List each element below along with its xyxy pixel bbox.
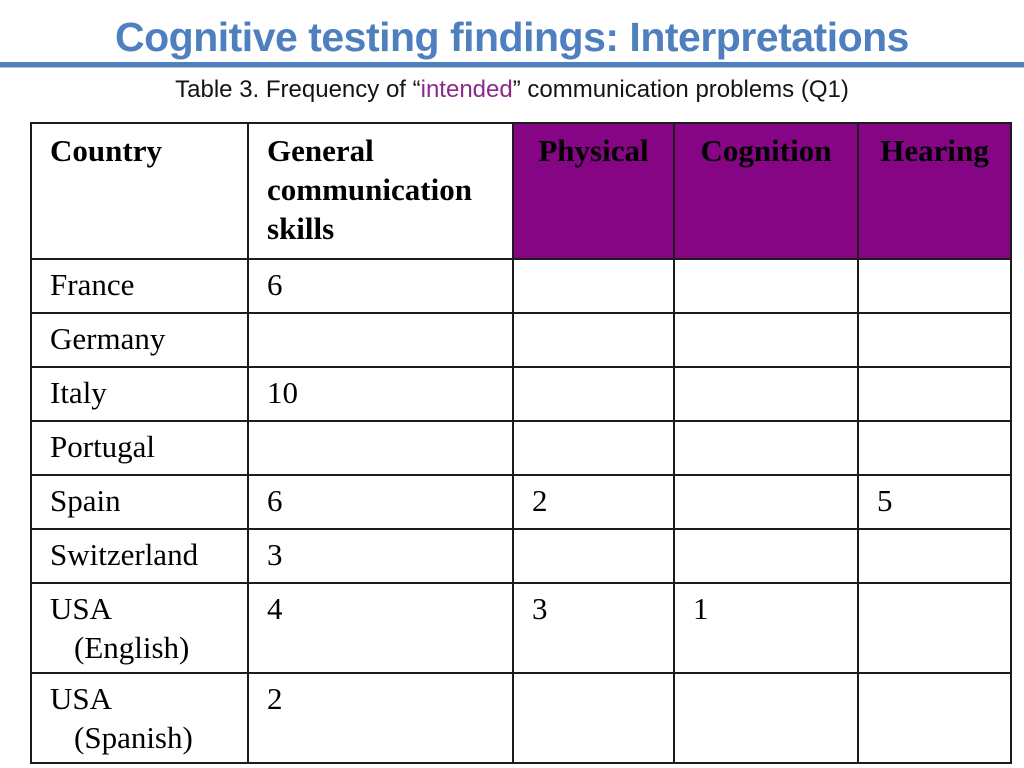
col-header-cognition: Cognition [673,122,859,260]
col-header-physical: Physical [512,122,675,260]
cell-physical: 2 [512,474,675,530]
cell-country: Germany [30,312,249,368]
cell-general: 10 [247,366,514,422]
cell-physical [512,420,675,476]
cell-general [247,312,514,368]
caption-suffix: ” communication problems (Q1) [512,76,849,103]
country-name: USA [50,681,113,716]
col-header-general: General communication skills [247,122,514,260]
cell-physical: 3 [512,582,675,674]
cell-country: France [30,258,249,314]
country-name: USA [50,591,113,626]
table-caption: Table 3. Frequency of “intended” communi… [0,76,1024,104]
cell-country: Italy [30,366,249,422]
table-row: Spain 6 2 5 [30,474,1012,530]
frequency-table: Country General communication skills Phy… [30,122,1012,764]
cell-general: 3 [247,528,514,584]
country-language: (Spanish) [74,719,193,755]
cell-physical [512,366,675,422]
title-underline [0,62,1024,68]
cell-country: USA (English) [30,582,249,674]
table-row: USA (Spanish) 2 [30,672,1012,764]
cell-hearing: 5 [857,474,1012,530]
cell-general: 4 [247,582,514,674]
cell-general: 6 [247,258,514,314]
caption-prefix: Table 3. Frequency of “ [175,76,421,103]
cell-physical [512,672,675,764]
cell-cognition [673,366,859,422]
cell-country: Spain [30,474,249,530]
cell-cognition [673,474,859,530]
table-row: Germany [30,312,1012,368]
cell-hearing [857,528,1012,584]
cell-country: USA (Spanish) [30,672,249,764]
country-language: (English) [74,629,190,665]
caption-highlight: intended [420,76,513,103]
cell-cognition [673,672,859,764]
cell-general: 2 [247,672,514,764]
cell-physical [512,312,675,368]
cell-cognition [673,258,859,314]
cell-cognition [673,420,859,476]
table-row: Italy 10 [30,366,1012,422]
cell-country: Switzerland [30,528,249,584]
cell-general [247,420,514,476]
cell-hearing [857,582,1012,674]
table-row: France 6 [30,258,1012,314]
cell-cognition [673,528,859,584]
cell-country: Portugal [30,420,249,476]
cell-hearing [857,672,1012,764]
slide-title: Cognitive testing findings: Interpretati… [115,14,909,60]
table-row: Switzerland 3 [30,528,1012,584]
col-header-hearing: Hearing [857,122,1012,260]
cell-general: 6 [247,474,514,530]
table-row: Portugal [30,420,1012,476]
header-row: Country General communication skills Phy… [30,122,1012,260]
cell-hearing [857,312,1012,368]
col-header-country: Country [30,122,249,260]
cell-physical [512,258,675,314]
table-row: USA (English) 4 3 1 [30,582,1012,674]
cell-hearing [857,366,1012,422]
cell-hearing [857,420,1012,476]
cell-cognition [673,312,859,368]
cell-physical [512,528,675,584]
cell-hearing [857,258,1012,314]
cell-cognition: 1 [673,582,859,674]
